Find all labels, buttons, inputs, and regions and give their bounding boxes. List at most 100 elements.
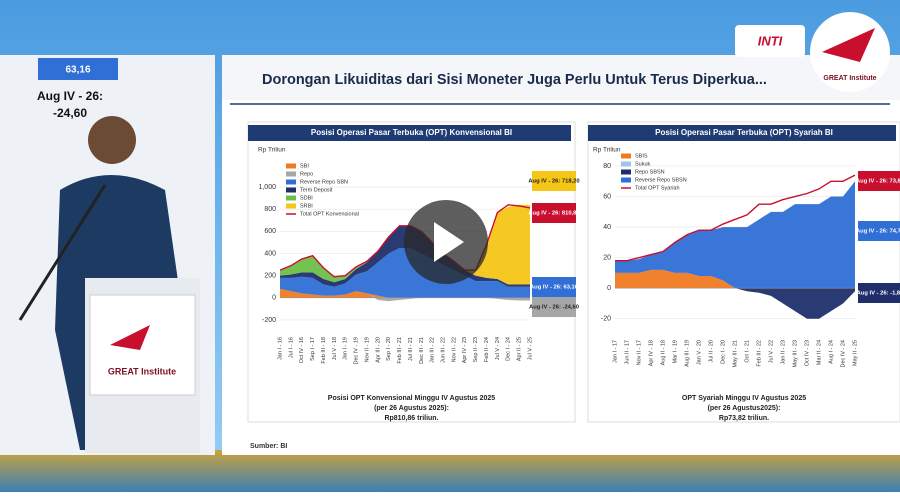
x-tick-label: Jul V - 24 <box>495 337 501 360</box>
x-tick-label: Jan II - 23 <box>780 340 786 364</box>
caption: Rp810,86 triliun. <box>384 415 438 422</box>
x-tick-label: Sep II - 23 <box>473 337 479 362</box>
annotation: Aug IV - 26: 810,86 <box>528 211 580 217</box>
total-line <box>615 174 856 262</box>
legend-label: SBI <box>300 163 309 169</box>
x-tick-label: Dec IV - 24 <box>840 340 846 368</box>
area-series <box>615 269 855 289</box>
x-tick-label: Jul I - 16 <box>288 337 294 358</box>
legend-label: Sukuk <box>635 161 651 167</box>
x-tick-label: May II - 25 <box>852 340 858 366</box>
podium-label: GREAT Institute <box>108 366 176 376</box>
podium-panel <box>89 294 196 396</box>
x-tick-label: Aug III - 19 <box>684 340 690 367</box>
chart-title-bar <box>248 125 571 141</box>
speaker-head <box>88 116 136 164</box>
area-series <box>615 269 855 319</box>
legend-label: Total OPT Konvensional <box>300 211 359 217</box>
x-tick-label: Dec IV - 19 <box>354 337 360 365</box>
mic-stand <box>18 184 107 321</box>
x-tick-label: Dec I - 24 <box>506 337 512 361</box>
area-series <box>280 288 530 298</box>
caption: Posisi OPT Konvensional Minggu IV Agustu… <box>328 395 495 402</box>
annotation: Aug IV - 26: -1,80 <box>857 291 900 297</box>
y-tick-label: 60 <box>603 193 611 200</box>
annotation: Aug IV - 26: 74,72 <box>856 229 900 235</box>
x-tick-label: Feb II - 24 <box>484 337 490 362</box>
annotation: Aug IV - 26: 73,82 <box>856 179 900 185</box>
y-tick-label: -20 <box>601 316 611 323</box>
y-tick-label: 800 <box>264 206 276 213</box>
annotation-box <box>532 171 576 191</box>
legend-swatch <box>286 163 296 169</box>
area-series <box>280 247 530 298</box>
legend-swatch <box>286 179 296 185</box>
area-series <box>280 204 530 285</box>
charts: Posisi Operasi Pasar Terbuka (OPT) Konve… <box>247 121 900 423</box>
side-top-value: 63,16 <box>65 65 90 76</box>
x-tick-label: Sep I - 17 <box>310 337 316 361</box>
y-tick-label: 40 <box>603 224 611 231</box>
legend-swatch <box>286 203 296 209</box>
legend-label: Reverse Repo SBN <box>300 179 348 185</box>
x-tick-label: Jan I - 16 <box>277 337 283 360</box>
x-tick-label: Jan I - 19 <box>343 337 349 360</box>
x-tick-label: Nov II - 17 <box>636 340 642 365</box>
chart-title: Posisi Operasi Pasar Terbuka (OPT) Syari… <box>655 128 833 137</box>
annotation: Aug IV - 26: 63,16 <box>530 285 579 291</box>
stage-floor <box>0 450 900 492</box>
slide-header <box>222 55 900 100</box>
total-line <box>279 204 531 278</box>
x-tick-label: Apr IV - 23 <box>462 337 468 363</box>
legend-swatch <box>621 177 631 183</box>
side-value: -24,60 <box>53 106 87 120</box>
legend-label: SRBI <box>300 203 313 209</box>
legend-label: Total OPT Syariah <box>635 185 680 191</box>
y-tick-label: 0 <box>272 295 276 302</box>
inti-logo: INTI <box>758 33 783 48</box>
x-tick-label: May III - 23 <box>792 340 798 368</box>
y-tick-label: 80 <box>603 163 611 170</box>
side-box <box>38 58 118 80</box>
annotation: Aug IV - 26: -24,60 <box>529 305 579 311</box>
x-tick-label: Dec III - 21 <box>419 337 425 364</box>
x-tick-label: Nov II - 22 <box>451 337 457 362</box>
chart-title: Posisi Operasi Pasar Terbuka (OPT) Konve… <box>311 128 512 137</box>
y-tick-label: 20 <box>603 254 611 261</box>
caption: OPT Syariah Minggu IV Agustus 2025 <box>682 395 806 402</box>
x-tick-label: Jul II - 20 <box>708 340 714 363</box>
x-tick-label: Oct IV - 23 <box>804 340 810 366</box>
y-tick-label: 400 <box>264 250 276 257</box>
legend-swatch <box>621 161 631 167</box>
annotation-box <box>858 283 900 303</box>
x-tick-label: Jul V - 18 <box>332 337 338 360</box>
annotation-box <box>532 277 576 297</box>
legend-swatch <box>286 171 296 177</box>
caption: (per 26 Agustus2025): <box>708 405 781 412</box>
x-tick-label: Mar I - 19 <box>672 340 678 364</box>
x-tick-label: Oct IV - 16 <box>299 337 305 363</box>
great-logo-mark <box>822 28 875 62</box>
area-series <box>615 181 855 289</box>
caption: (per 26 Agustus 2025): <box>374 405 449 412</box>
annotation: Aug IV - 26: 718,20 <box>528 179 579 185</box>
annotation-box <box>532 297 576 317</box>
legend-label: SBIS <box>635 153 648 159</box>
chart-title-bar <box>588 125 896 141</box>
annotation-box <box>858 171 900 191</box>
legend-label: Repo SBSN <box>635 169 665 175</box>
caption: Rp73,82 triliun. <box>719 415 769 422</box>
legend-swatch <box>286 195 296 201</box>
x-tick-label: Jun III - 22 <box>440 337 446 363</box>
y-tick-label: -200 <box>262 317 276 324</box>
legend-swatch <box>621 153 631 159</box>
x-tick-label: Nov II - 19 <box>364 337 370 362</box>
area-series <box>280 288 530 302</box>
x-tick-label: Jul V - 22 <box>768 340 774 363</box>
legend-label: SDBI <box>300 195 313 201</box>
x-tick-label: Dec I - 20 <box>720 340 726 364</box>
y-tick-label: 600 <box>264 228 276 235</box>
legend-label: Reverse Repo SBSN <box>635 177 687 183</box>
y-tick-label: 0 <box>607 285 611 292</box>
